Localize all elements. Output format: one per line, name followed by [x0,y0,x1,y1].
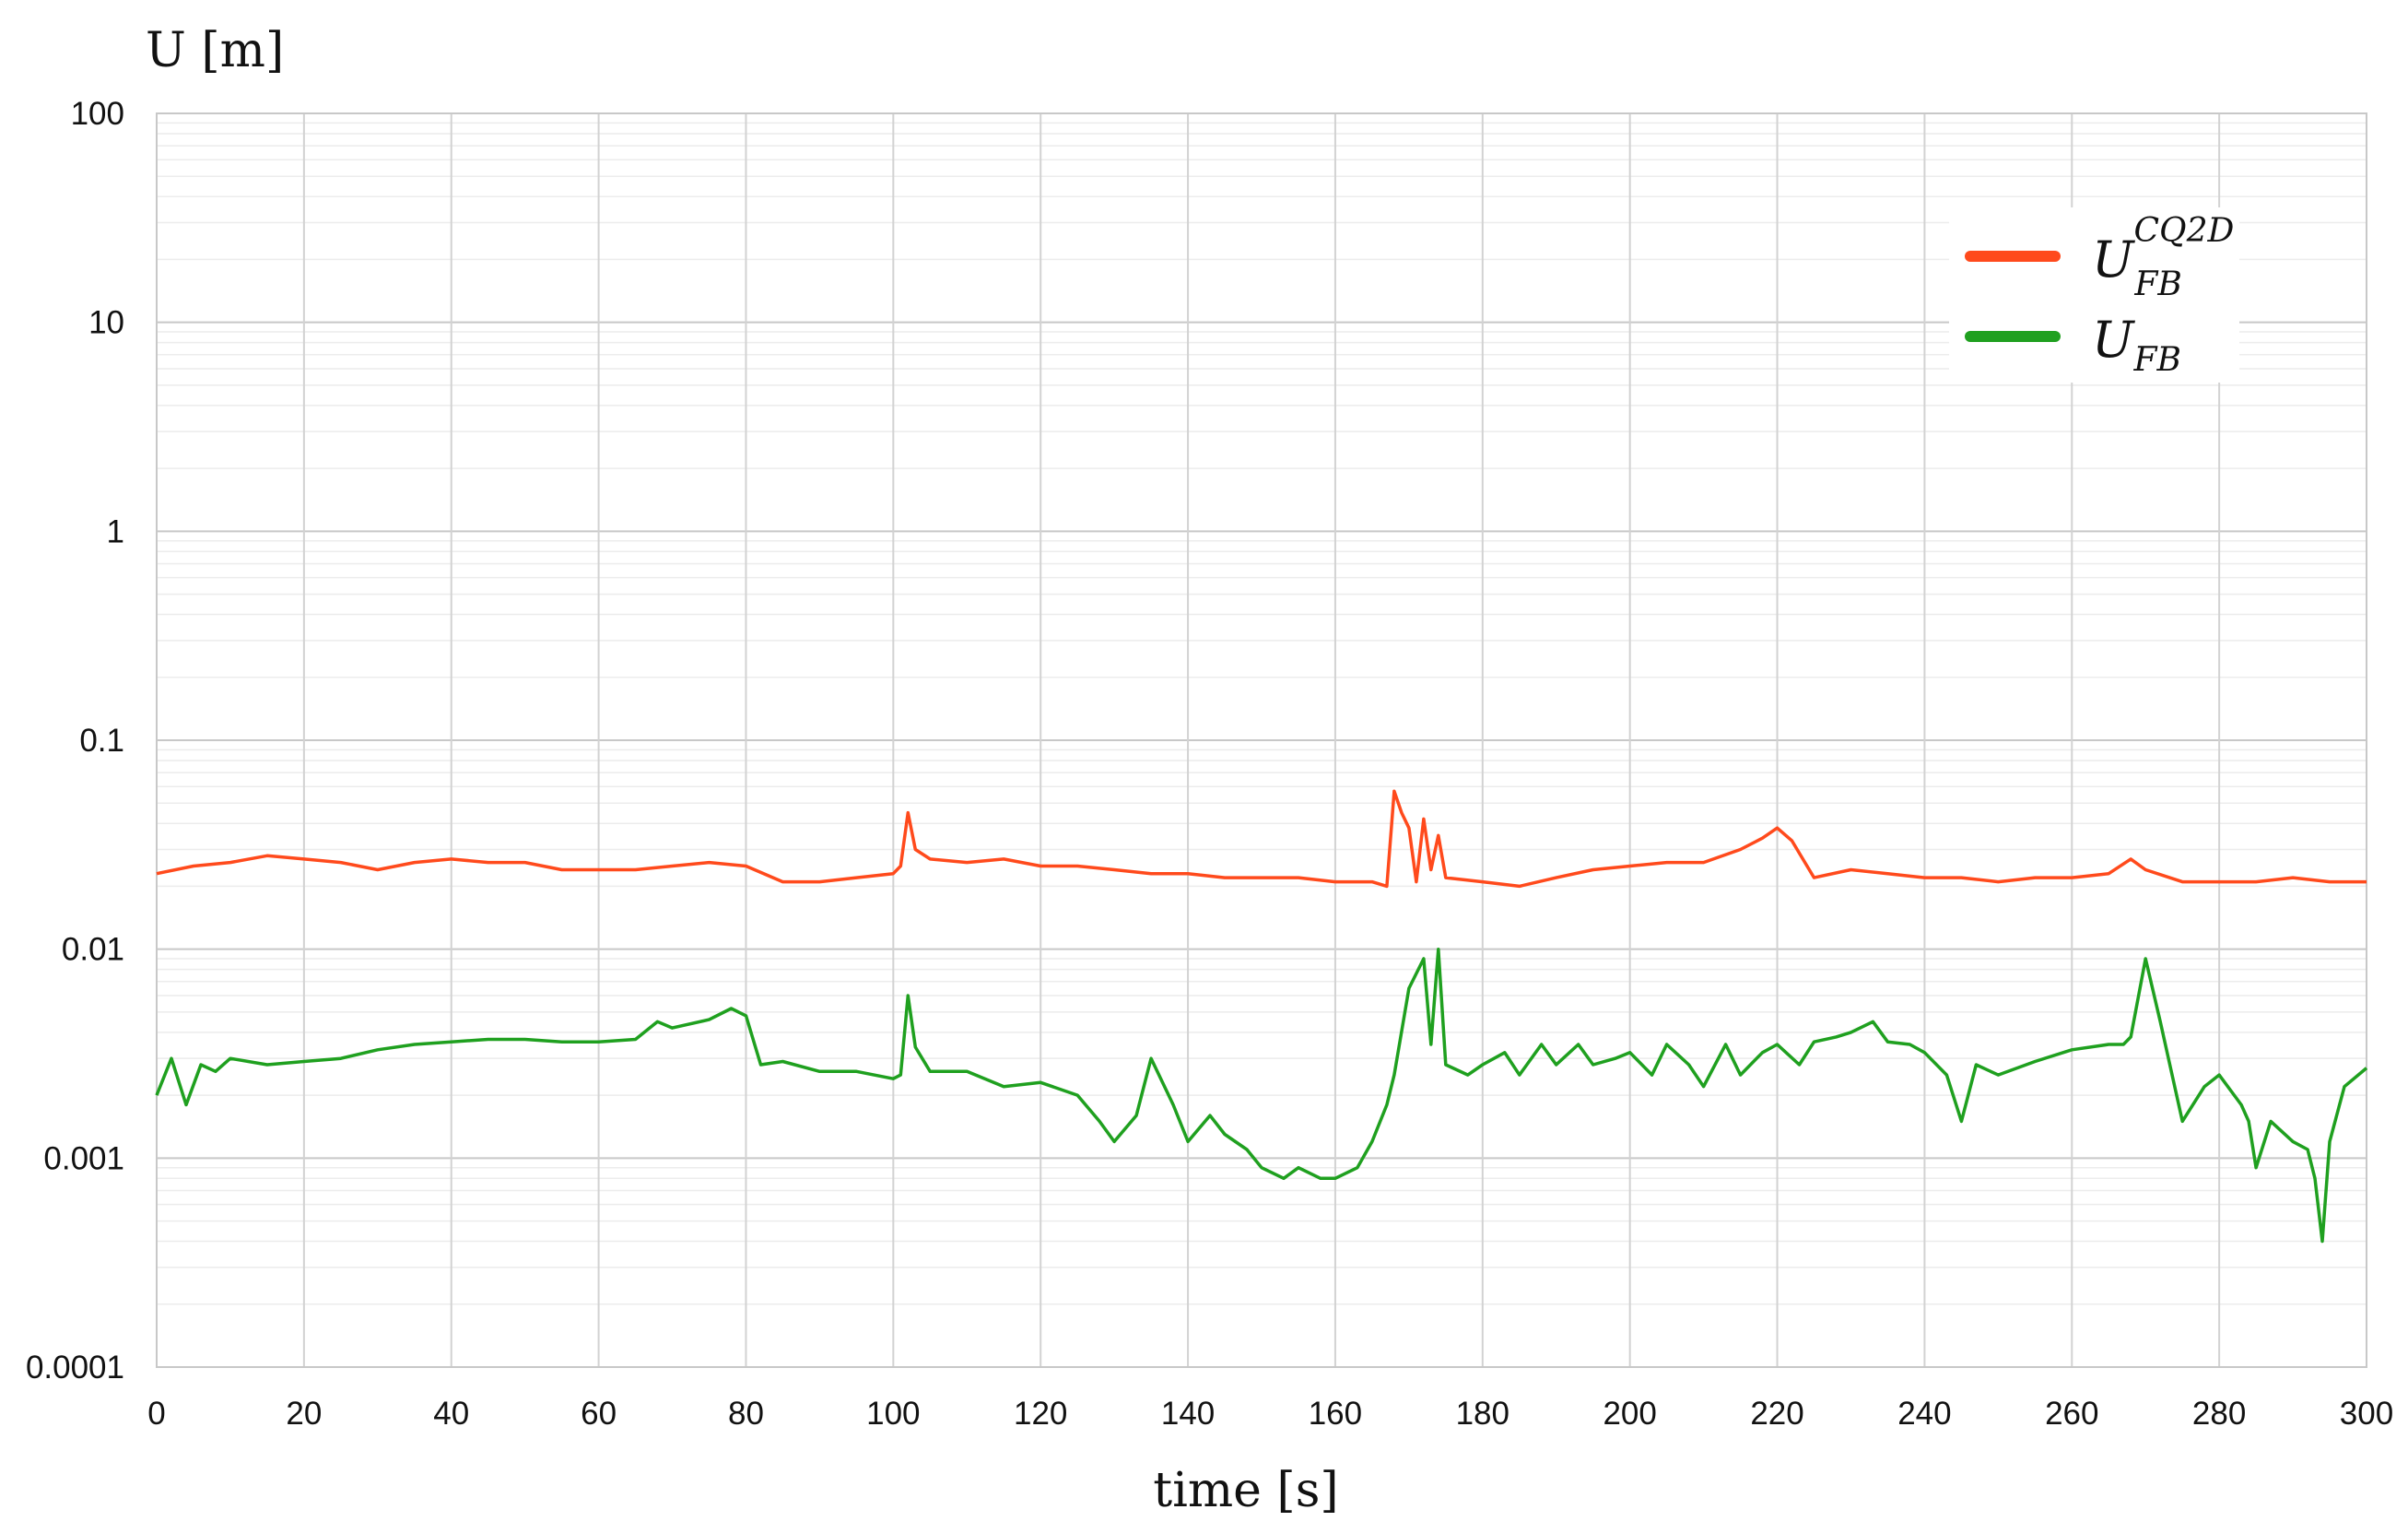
grid [156,112,2367,1368]
y-tick-label: 0.1 [79,723,124,759]
series-line-0 [156,789,2367,889]
series-layer [155,789,2368,1244]
x-tick-label: 20 [286,1396,322,1432]
y-tick-label: 0.01 [62,932,124,968]
x-tick-label: 300 [2340,1396,2393,1432]
x-tick-label: 280 [2192,1396,2246,1432]
x-tick-label: 180 [1456,1396,1509,1432]
x-tick-label: 120 [1014,1396,1067,1432]
x-tick-label: 40 [433,1396,469,1432]
y-tick-label: 0.0001 [26,1350,124,1386]
legend-label-fb: UFB [2092,311,2181,379]
legend-box [1949,207,2239,383]
x-tick-label: 260 [2045,1396,2098,1432]
x-tick-label: 220 [1750,1396,1803,1432]
x-tick-label: 80 [728,1396,764,1432]
x-tick-label: 200 [1603,1396,1656,1432]
y-tick-label: 1 [107,513,124,549]
legend: UCQ2D FB UFB [1949,207,2239,383]
y-tick-label: 10 [88,305,124,341]
x-tick-label: 100 [866,1396,920,1432]
x-tick-label: 0 [147,1396,165,1432]
y-axis-title: U [m] [146,23,284,78]
x-axis-title: time [s] [1153,1463,1338,1518]
x-tick-label: 140 [1161,1396,1215,1432]
series-line-1 [155,947,2368,1244]
x-tick-label: 240 [1897,1396,1951,1432]
legend-label-cq2d: UCQ2D FB [2092,212,2234,303]
tick-labels: 0.0001 0.001 0.01 0.1 1 10 100 0 20 40 60 80 100 120 1… [26,96,2393,1432]
x-tick-label: 60 [581,1396,617,1432]
x-tick-label: 160 [1309,1396,1362,1432]
plot-frame [156,112,2367,1368]
y-tick-label: 100 [71,96,124,132]
y-tick-label: 0.001 [43,1140,124,1176]
